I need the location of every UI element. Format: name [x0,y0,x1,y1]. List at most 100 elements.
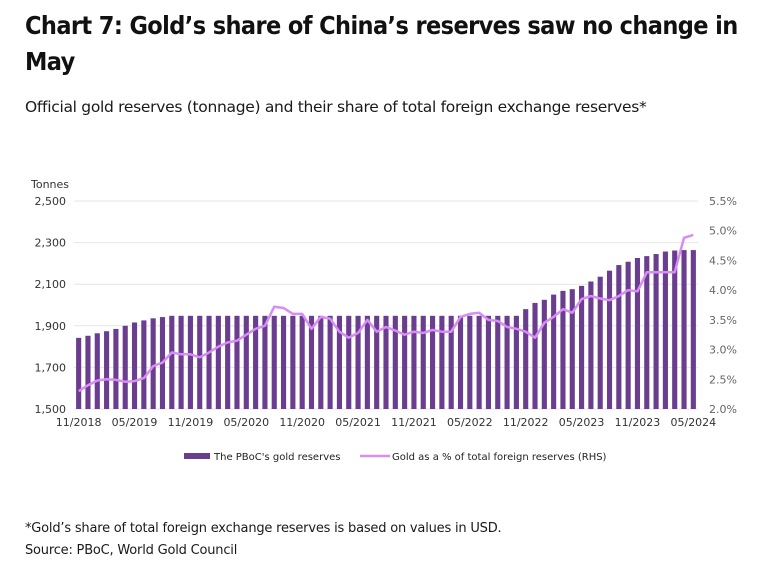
bar [467,315,473,409]
bar [523,309,529,409]
bar [94,333,100,409]
y-right-tick-label: 4.5% [709,254,737,267]
chart: Tonnes 1,500 1,700 1,900 2,100 2,300 2,500 2.… [30,178,737,463]
bar [681,250,687,409]
bar [299,315,305,409]
bar [253,315,259,409]
bar [113,328,119,409]
bar [672,250,678,409]
bar [541,299,547,409]
bar [532,302,538,409]
bar [197,315,203,409]
bar [513,315,519,409]
bar [420,315,426,409]
y-axis-label: Tonnes [30,178,69,191]
legend-label-bars: The PBoC's gold reserves [213,452,340,463]
bar [662,251,668,409]
bar [76,337,82,409]
x-tick-label: 05/2020 [223,416,269,429]
y-tick-label: 2,100 [35,278,67,291]
x-tick-label: 05/2021 [335,416,381,429]
source-note: Source: PBoC, World Gold Council [25,543,238,558]
bar [569,289,575,409]
bar [402,315,408,409]
bar [653,254,659,409]
bar [169,315,175,409]
legend: The PBoC's gold reserves Gold as a % of … [184,452,607,463]
bar [625,261,631,409]
y-right-tick-label: 2.0% [709,403,737,416]
bar [234,315,240,409]
bar [634,257,641,409]
bar [430,315,436,409]
bar [280,315,287,409]
x-tick-label: 11/2020 [279,416,325,429]
bar [597,276,603,409]
bar [485,315,492,409]
bar [141,320,147,409]
bar [215,315,221,409]
x-tick-label: 05/2022 [447,416,493,429]
x-tick-label: 11/2022 [503,416,549,429]
x-tick-label: 11/2019 [168,416,214,429]
bar [336,315,342,409]
bar [150,318,156,409]
bar [85,335,91,409]
x-tick-label: 11/2021 [391,416,437,429]
bar [122,325,128,409]
bar [551,294,557,409]
legend-label-line: Gold as a % of total foreign reserves (R… [392,452,607,463]
bar [364,315,370,409]
bar [206,315,212,409]
bar [327,315,333,409]
bar [346,315,352,409]
bar [383,315,389,409]
chart-title: Chart 7: Gold’s share of China’s reserve… [25,11,738,76]
x-tick-label: 05/2019 [112,416,158,429]
x-tick-label: 05/2024 [670,416,716,429]
bar [187,315,193,409]
bar [644,256,650,409]
bar [476,315,482,409]
bar [504,315,510,409]
bar [560,290,566,409]
bar [271,315,277,409]
y-right-tick-label: 3.0% [709,344,737,357]
bar [374,315,380,409]
y-tick-label: 2,300 [35,237,67,250]
y-right-tick-label: 5.5% [709,195,737,208]
bar [616,265,622,409]
bar [104,331,110,409]
y-right-tick-label: 4.0% [709,284,737,297]
bar [225,315,231,409]
x-tick-label: 11/2023 [615,416,661,429]
bar [178,315,184,409]
bar [355,315,361,409]
bar [448,315,454,409]
y-tick-label: 1,500 [35,403,67,416]
bar [690,250,696,409]
bar [392,315,398,409]
bar [262,315,268,409]
x-tick-label: 11/2018 [56,416,102,429]
bar [439,315,445,409]
y-right-tick-label: 3.5% [709,314,737,327]
bar [411,315,417,409]
bar [308,315,315,409]
bar [131,322,138,409]
bar [495,315,501,409]
y-right-tick-label: 5.0% [709,225,737,238]
bar [457,315,464,409]
y-tick-label: 1,900 [35,320,67,333]
bar [579,285,585,409]
y-tick-label: 1,700 [35,361,67,374]
x-tick-label: 05/2023 [559,416,605,429]
bar [243,315,249,409]
footnote: *Gold’s share of total foreign exchange … [25,521,502,536]
bar [606,270,613,409]
bar [588,281,594,409]
bar [318,315,324,409]
chart-subtitle: Official gold reserves (tonnage) and the… [25,98,647,116]
legend-swatch-bars [184,453,210,459]
bar [290,315,296,409]
